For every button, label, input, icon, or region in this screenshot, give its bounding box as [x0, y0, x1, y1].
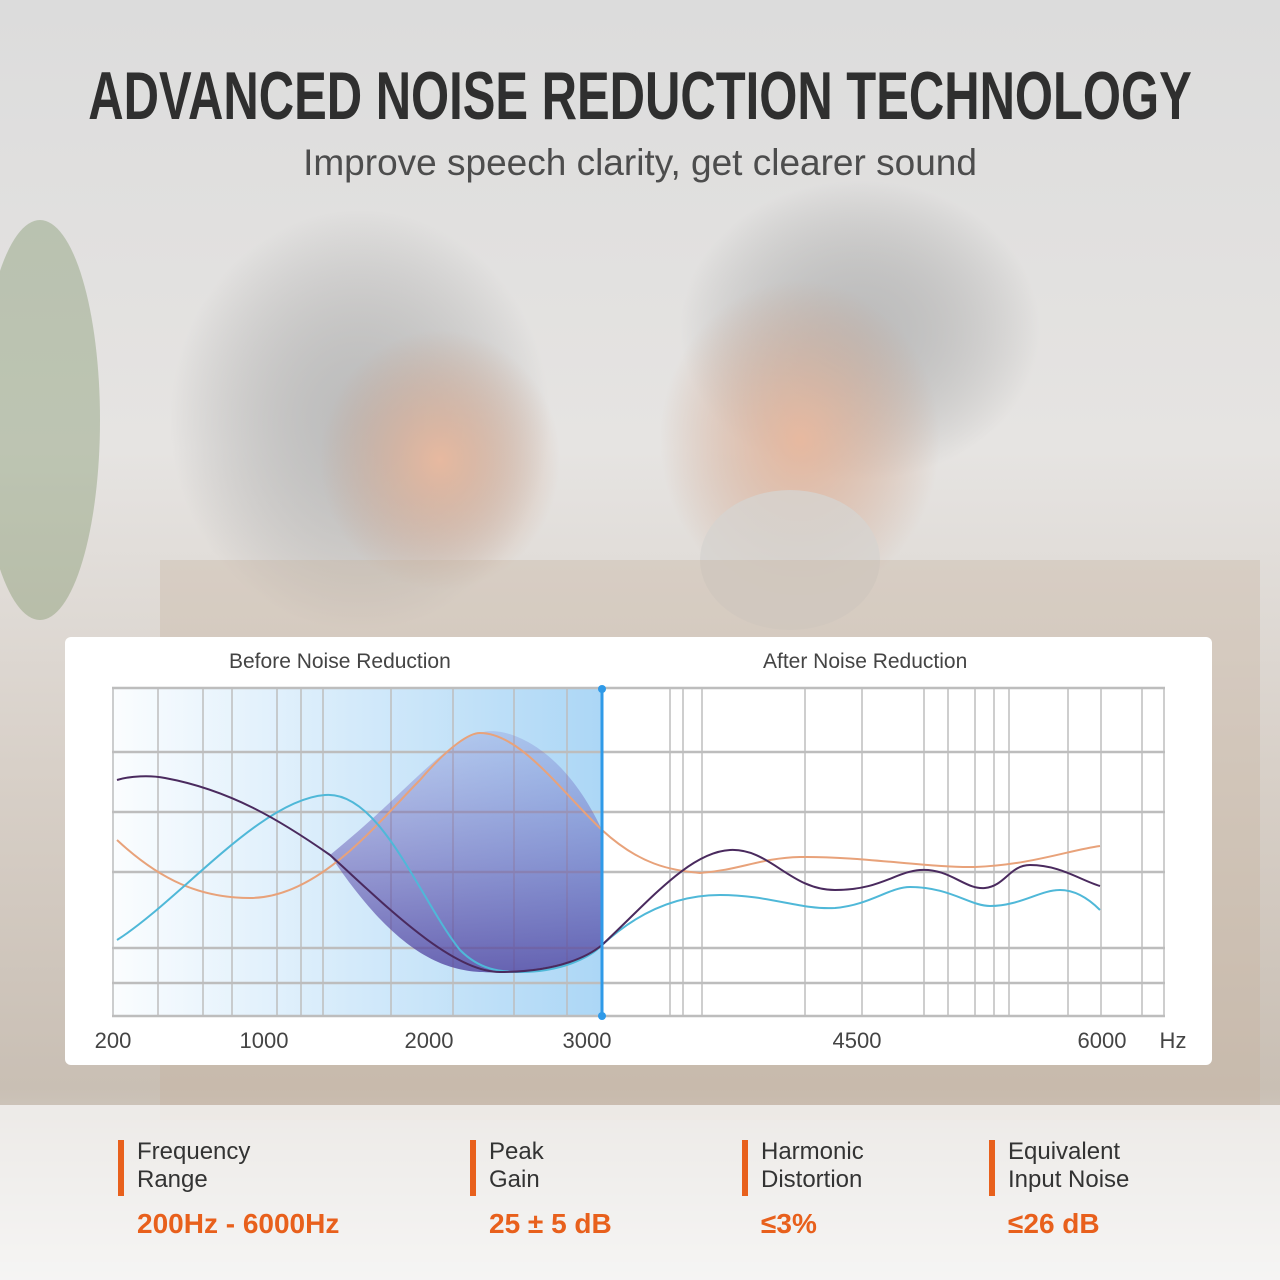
spec-label: Peak Gain: [489, 1138, 544, 1193]
spec-value: ≤3%: [761, 1208, 817, 1239]
x-tick: 6000: [1077, 1028, 1127, 1053]
accent-bar: [470, 1140, 476, 1196]
spec-label: Frequency Range: [137, 1138, 251, 1193]
x-unit: Hz: [1159, 1028, 1187, 1053]
x-tick: 4500: [832, 1028, 882, 1053]
before-label: Before Noise Reduction: [229, 650, 451, 673]
after-label: After Noise Reduction: [763, 650, 968, 673]
headline: ADVANCED NOISE REDUCTION TECHNOLOGY: [88, 58, 1192, 134]
spec-value: ≤26 dB: [1008, 1208, 1100, 1239]
spec-label: Equivalent Input Noise: [1008, 1138, 1130, 1193]
spec-label: Harmonic Distortion: [761, 1138, 864, 1193]
accent-bar: [118, 1140, 124, 1196]
spec-value: 25 ± 5 dB: [489, 1208, 612, 1239]
divider-handle-bottom: [598, 1012, 606, 1020]
x-tick: 2000: [404, 1028, 454, 1053]
x-tick: 3000: [562, 1028, 612, 1053]
divider-handle-top: [598, 685, 606, 693]
spec-value: 200Hz - 6000Hz: [137, 1208, 340, 1239]
accent-bar: [742, 1140, 748, 1196]
curve-cyan: [116, 793, 1101, 974]
subheadline: Improve speech clarity, get clearer soun…: [303, 142, 977, 183]
before-fill: [330, 731, 602, 973]
accent-bar: [989, 1140, 995, 1196]
x-tick: 1000: [239, 1028, 289, 1053]
curve-purple: [116, 775, 1101, 974]
x-tick: 200: [94, 1028, 132, 1053]
specs-panel: [0, 1105, 1280, 1280]
